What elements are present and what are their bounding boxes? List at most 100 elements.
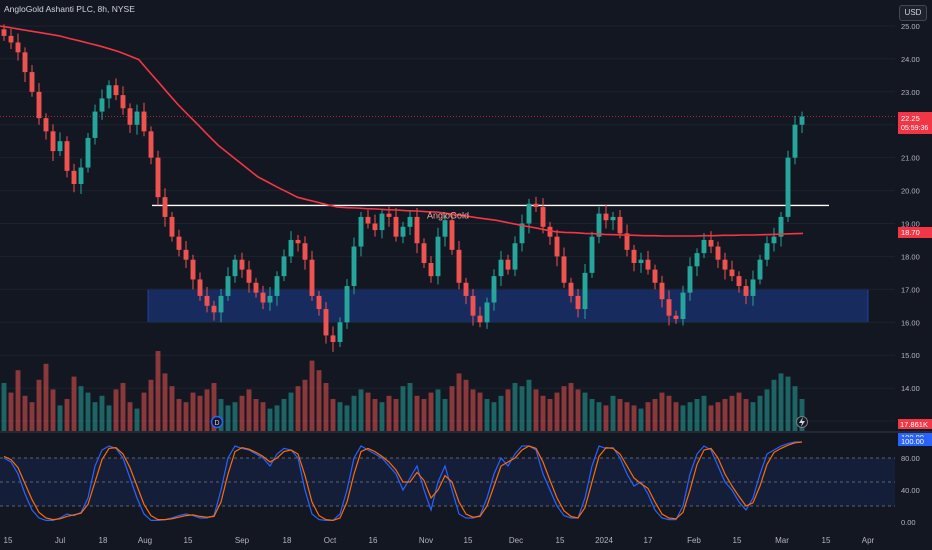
volume-bar (477, 392, 483, 431)
candle-body (1, 29, 7, 36)
volume-bar (799, 399, 805, 431)
candle-body (120, 95, 126, 109)
candle-body (106, 85, 112, 99)
candle-body (484, 302, 490, 323)
price-axis[interactable]: 25.0024.0023.0022.0021.0020.0019.0018.00… (901, 22, 920, 426)
volume-bar (344, 405, 350, 431)
candle-body (750, 279, 756, 296)
candle-body (638, 259, 644, 263)
volume-bar (568, 383, 574, 431)
volume-bar (610, 395, 616, 431)
volume-bar (330, 399, 336, 431)
candle-body (603, 213, 609, 221)
volume-bar (722, 399, 728, 431)
last-price-value: 22.25 (901, 114, 920, 123)
volume-bar (379, 402, 385, 431)
volume-bar (148, 379, 154, 431)
candle-body (176, 236, 182, 250)
volume-bar (463, 379, 469, 431)
oscillator-tick-label: 80.00 (901, 454, 920, 463)
candle-body (701, 239, 707, 254)
countdown-value: 05:59:36 (901, 125, 928, 132)
volume-bar (603, 405, 609, 431)
volume-bar (526, 379, 532, 431)
volume-bar (99, 395, 105, 431)
candle-body (141, 111, 147, 132)
candle-body (225, 276, 231, 296)
dividend-badge[interactable] (210, 415, 224, 429)
volume-bar (295, 386, 301, 431)
price-tick-label: 24.00 (901, 55, 920, 64)
price-tick-label: 17.00 (901, 285, 920, 294)
volume-bar (561, 386, 567, 431)
volume-bar (232, 402, 238, 431)
volume-bar (638, 408, 644, 431)
candle-body (8, 35, 14, 43)
candle-body (771, 236, 777, 244)
time-tick-label: 15 (4, 536, 13, 545)
candle-body (148, 131, 154, 158)
candle-body (519, 223, 525, 244)
candle-body (316, 295, 322, 310)
candle-body (428, 263, 434, 277)
volume-bar (659, 392, 665, 431)
volume-bar (414, 395, 420, 431)
volume-bar (260, 402, 266, 431)
price-tick-label: 20.00 (901, 187, 920, 196)
volume-bar (533, 389, 539, 431)
candle-body (561, 256, 567, 283)
candle-body (113, 85, 119, 96)
time-tick-label: Jul (55, 536, 65, 545)
candle-body (743, 286, 749, 296)
candle-body (99, 98, 105, 112)
time-tick-label: Mar (775, 536, 789, 545)
volume-bar (358, 389, 364, 431)
candle-body (617, 216, 623, 234)
oscillator-axis[interactable]: 80.00 40.00 0.00 (901, 454, 920, 527)
volume-bar (547, 399, 553, 431)
volume-bar (78, 386, 84, 431)
time-tick-label: Nov (419, 536, 433, 545)
candle-body (302, 243, 308, 260)
candle-body (50, 131, 56, 152)
volume-bar (442, 399, 448, 431)
volume-bar (701, 395, 707, 431)
volume-bar (246, 389, 252, 431)
candle-body (169, 216, 175, 237)
candle-body (253, 282, 259, 293)
volume-bar (337, 402, 343, 431)
volume-bar (15, 370, 21, 431)
time-tick-label: Sep (235, 536, 250, 545)
candle-body (435, 236, 441, 277)
volume-bar (589, 399, 595, 431)
time-axis[interactable]: 15 Jul 18 Aug 15 Sep 18 Oct 16 Nov 15 Dec 15 2024 17 Fe… (4, 536, 875, 545)
time-tick-label: 15 (556, 536, 565, 545)
candle-body (729, 269, 735, 277)
volume-bar (302, 379, 308, 431)
volume-bar (575, 389, 581, 431)
candle-body (78, 167, 84, 184)
candle-body (624, 233, 630, 250)
time-tick-label: 15 (184, 536, 193, 545)
ma-value-tag (898, 227, 932, 238)
currency-button[interactable]: USD (899, 5, 927, 21)
candle-body (645, 259, 651, 270)
ma-value: 18.70 (901, 228, 920, 237)
price-tick-label: 21.00 (901, 154, 920, 163)
candle-body (246, 269, 252, 283)
candle-body (386, 213, 392, 217)
candle-body (379, 213, 385, 231)
candle-body (652, 269, 658, 283)
volume-bar (694, 399, 700, 431)
price-tick-label: 14.00 (901, 384, 920, 393)
volume-bar (43, 363, 49, 431)
candle-body (358, 216, 364, 247)
candle-body (85, 137, 91, 168)
stoch-d-tag (898, 437, 932, 446)
candle-body (533, 203, 539, 208)
volume-bar (428, 392, 434, 431)
price-tick-label: 23.00 (901, 88, 920, 97)
candle-body (92, 111, 98, 138)
volume-bar (540, 395, 546, 431)
